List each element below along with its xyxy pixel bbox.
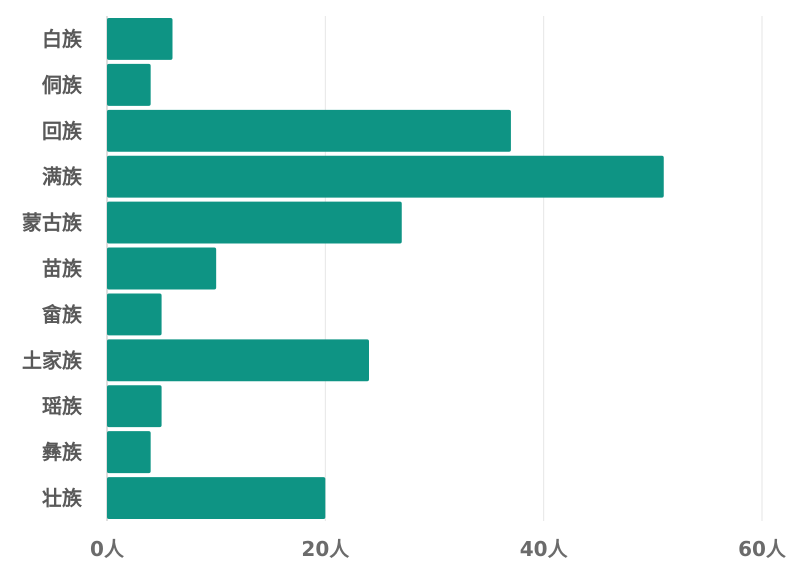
bar-3 — [107, 109, 511, 152]
bar-5 — [107, 201, 402, 244]
x-tick-label: 60人 — [738, 537, 787, 561]
category-label: 侗族 — [41, 73, 83, 97]
category-label: 土家族 — [22, 348, 83, 372]
category-label: 白族 — [42, 27, 83, 51]
bar-6 — [107, 247, 217, 290]
x-tick-label: 0人 — [90, 537, 125, 561]
category-label: 壮族 — [42, 486, 83, 510]
bar-2 — [107, 63, 151, 106]
bar-9 — [107, 385, 162, 428]
x-tick-label: 40人 — [520, 537, 569, 561]
category-label: 瑶族 — [42, 394, 83, 418]
x-tick-label: 20人 — [301, 537, 350, 561]
bar-8 — [107, 339, 369, 382]
x-tick-labels: 0人 20人 40人 60人 — [90, 537, 787, 561]
bar-10 — [107, 431, 151, 474]
category-label: 彝族 — [42, 440, 83, 464]
bar-layer — [107, 18, 664, 519]
bar-4 — [107, 155, 664, 198]
bar-1 — [107, 18, 173, 60]
category-label: 回族 — [42, 119, 83, 143]
bar-11 — [107, 477, 326, 519]
category-label: 蒙古族 — [22, 211, 83, 235]
category-label: 畲族 — [41, 302, 83, 326]
category-label: 苗族 — [42, 257, 83, 281]
bar-7 — [107, 293, 162, 336]
category-label: 满族 — [42, 165, 83, 189]
